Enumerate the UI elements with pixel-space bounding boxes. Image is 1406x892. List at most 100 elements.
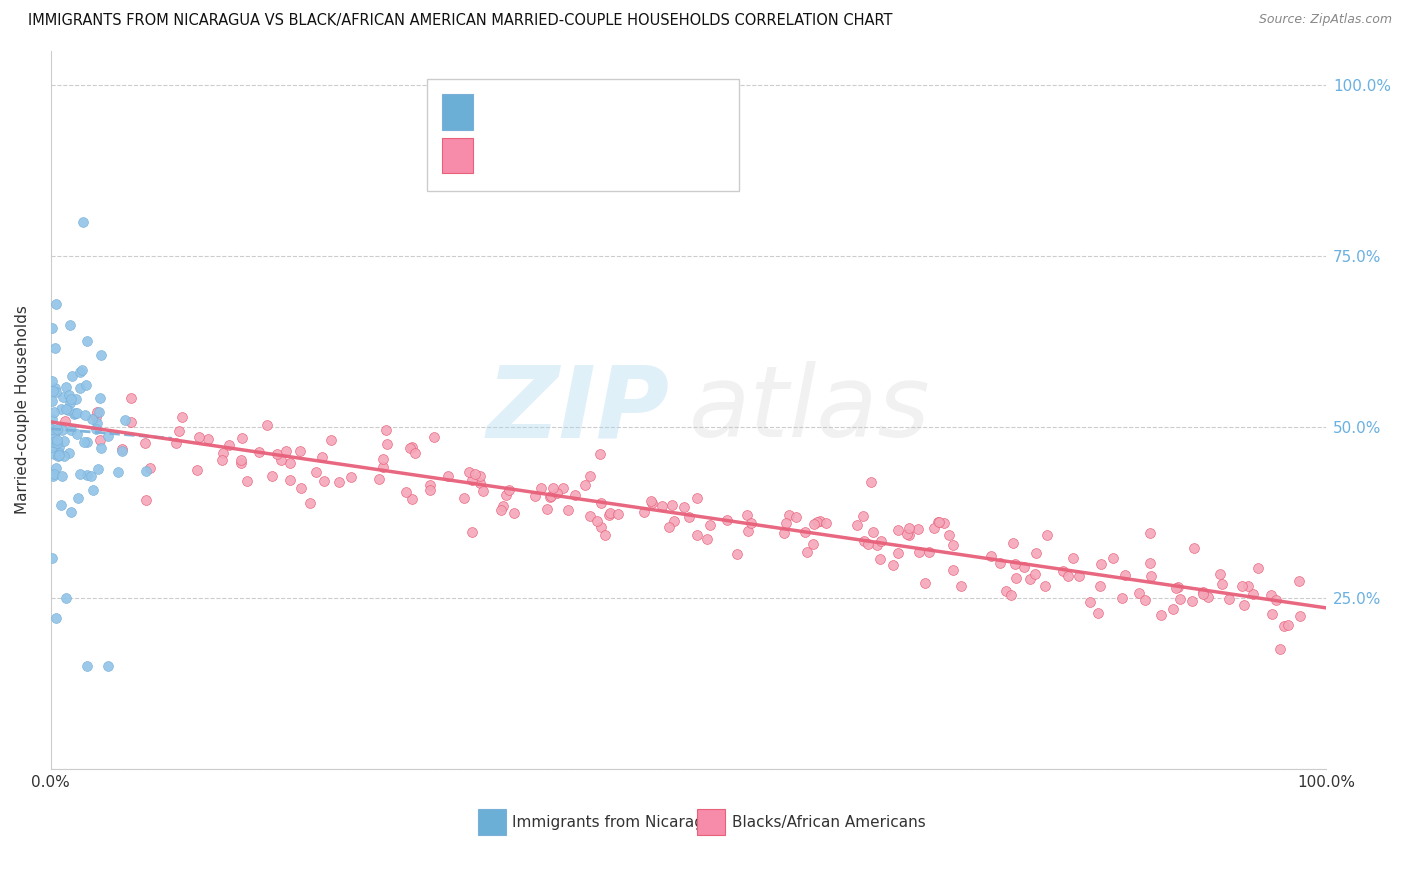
Point xyxy=(111,442,134,456)
Point xyxy=(1087,607,1109,621)
Point xyxy=(696,533,718,547)
Point xyxy=(188,430,211,444)
Point xyxy=(1133,593,1156,607)
Point xyxy=(536,501,558,516)
Point xyxy=(886,546,908,560)
Point xyxy=(1264,593,1286,607)
Point xyxy=(541,481,564,495)
Point xyxy=(461,524,484,539)
Point xyxy=(197,432,219,446)
Point xyxy=(869,551,891,566)
Point xyxy=(135,493,157,508)
Point xyxy=(305,465,328,479)
Point xyxy=(170,410,193,425)
Point xyxy=(56,402,79,417)
Point xyxy=(869,534,891,549)
Point xyxy=(45,433,67,447)
Point xyxy=(97,659,120,673)
Point xyxy=(231,431,253,445)
Point xyxy=(1090,557,1112,571)
Point xyxy=(942,538,965,552)
Text: IMMIGRANTS FROM NICARAGUA VS BLACK/AFRICAN AMERICAN MARRIED-COUPLE HOUSEHOLDS CO: IMMIGRANTS FROM NICARAGUA VS BLACK/AFRIC… xyxy=(28,13,893,29)
Point xyxy=(1233,598,1256,612)
Point xyxy=(498,483,520,498)
Point xyxy=(69,381,91,395)
Point xyxy=(312,474,335,488)
Text: 82: 82 xyxy=(665,103,688,118)
Point xyxy=(86,416,108,430)
Point xyxy=(803,516,825,531)
Point xyxy=(135,464,157,478)
Point xyxy=(503,506,526,520)
Point xyxy=(1111,591,1133,606)
Point xyxy=(45,424,67,438)
Point xyxy=(796,545,818,559)
Point xyxy=(461,473,484,487)
Point xyxy=(89,391,111,405)
Point xyxy=(401,440,423,454)
Point xyxy=(1170,592,1192,607)
Point xyxy=(472,484,495,499)
Point xyxy=(775,516,797,530)
Point xyxy=(138,461,160,475)
Point xyxy=(59,423,82,437)
Point xyxy=(538,490,561,504)
Point xyxy=(794,525,817,540)
Text: R =: R = xyxy=(481,103,513,118)
Point xyxy=(87,405,110,419)
Point xyxy=(368,472,391,486)
Point xyxy=(41,422,63,436)
Point xyxy=(59,392,82,407)
Point xyxy=(852,534,875,549)
Point xyxy=(321,433,343,447)
Point xyxy=(134,435,156,450)
Point xyxy=(231,456,253,470)
Point xyxy=(44,428,66,442)
Point xyxy=(311,450,333,464)
Point xyxy=(1277,618,1299,632)
Point xyxy=(394,485,416,500)
Point xyxy=(1052,564,1074,578)
Point xyxy=(651,499,673,513)
Point xyxy=(59,395,82,409)
Point xyxy=(806,515,828,529)
Point xyxy=(589,447,612,461)
Point xyxy=(1247,560,1270,574)
Point xyxy=(53,449,76,463)
Point xyxy=(686,491,709,506)
Point xyxy=(247,445,270,459)
Point xyxy=(1268,642,1291,657)
Point xyxy=(42,468,65,483)
Text: R =: R = xyxy=(481,147,513,162)
Point xyxy=(266,447,288,461)
Point xyxy=(66,427,89,442)
Point xyxy=(44,341,66,355)
Point xyxy=(59,318,82,333)
Point xyxy=(1078,595,1101,609)
Point xyxy=(737,524,759,538)
Point xyxy=(373,452,395,467)
Point xyxy=(339,470,361,484)
Point xyxy=(640,494,662,508)
Point xyxy=(404,446,426,460)
Text: -0.929: -0.929 xyxy=(529,147,583,162)
Point xyxy=(59,505,82,519)
Point xyxy=(69,365,91,379)
Point xyxy=(107,465,129,479)
Point xyxy=(1088,579,1111,593)
Text: Blacks/African Americans: Blacks/African Americans xyxy=(731,815,925,830)
Point xyxy=(1208,567,1230,582)
Point xyxy=(896,527,918,541)
Point xyxy=(55,591,77,605)
Point xyxy=(423,430,446,444)
Point xyxy=(419,483,441,498)
Point xyxy=(1181,594,1204,608)
Point xyxy=(42,447,65,461)
Point xyxy=(120,415,142,429)
Point xyxy=(785,509,807,524)
Point xyxy=(897,528,920,542)
Point xyxy=(866,538,889,552)
Point xyxy=(458,466,481,480)
Point xyxy=(399,441,422,455)
Point xyxy=(1218,591,1240,606)
